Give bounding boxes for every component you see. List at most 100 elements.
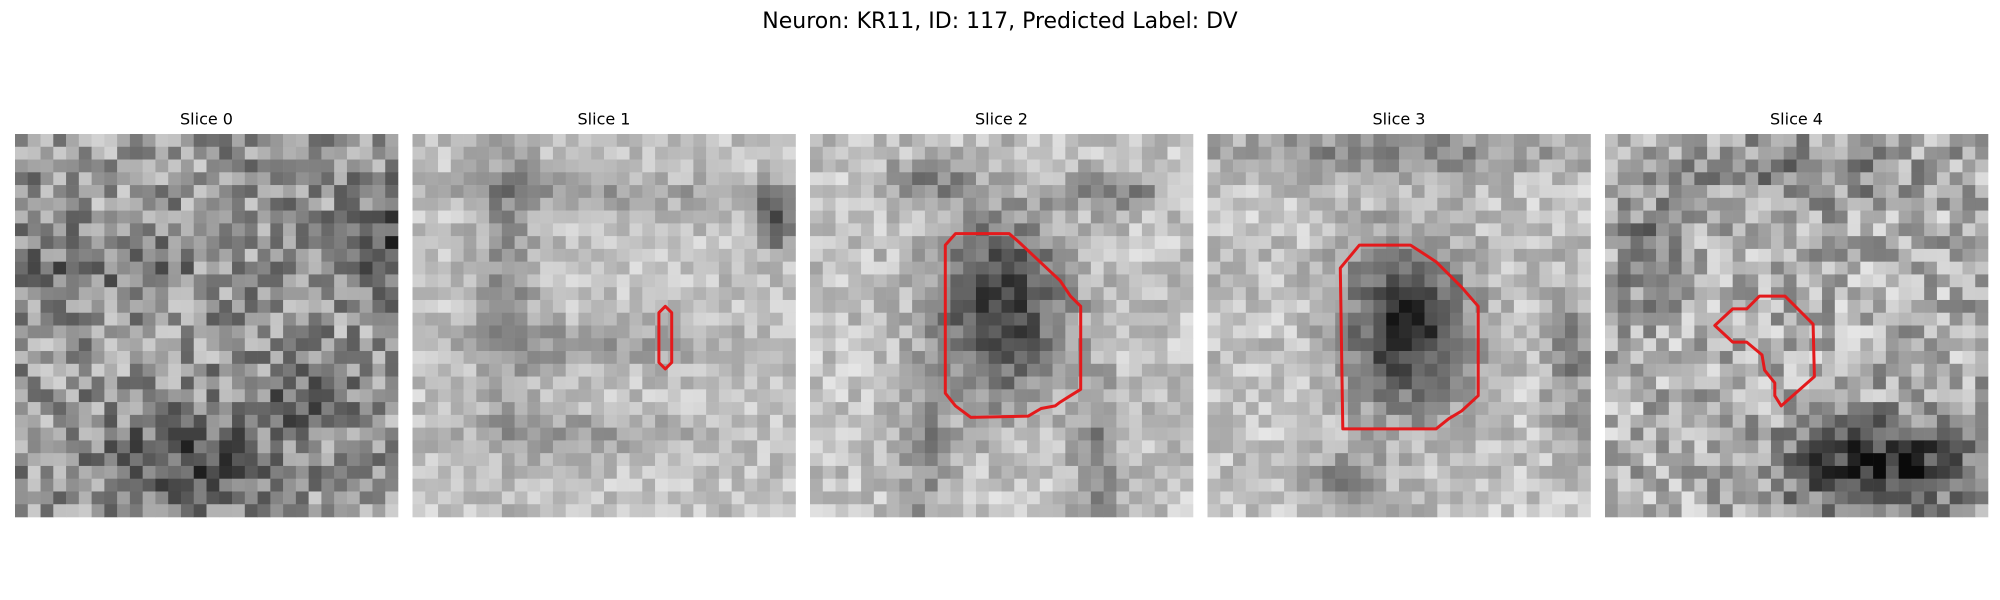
pixel — [616, 491, 630, 505]
pixel — [40, 414, 54, 428]
pixel — [1309, 210, 1323, 224]
pixel — [706, 351, 720, 365]
pixel — [1399, 376, 1413, 390]
pixel — [604, 210, 618, 224]
pixel — [438, 325, 452, 339]
pixel — [1962, 134, 1976, 148]
pixel — [385, 146, 399, 160]
pixel — [1360, 376, 1374, 390]
pixel — [438, 197, 452, 211]
pixel — [1360, 185, 1374, 199]
pixel — [527, 402, 541, 416]
pixel — [527, 325, 541, 339]
pixel — [244, 414, 258, 428]
pixel — [565, 248, 579, 262]
pixel — [1116, 389, 1130, 403]
pixel — [1681, 146, 1695, 160]
pixel — [1809, 453, 1823, 467]
pixel — [232, 338, 246, 352]
pixel — [757, 159, 771, 173]
pixel — [1758, 236, 1772, 250]
pixel — [1681, 261, 1695, 275]
pixel — [1668, 376, 1682, 390]
pixel — [27, 197, 41, 211]
pixel — [1462, 172, 1476, 186]
pixel — [1078, 134, 1092, 148]
pixel — [1758, 414, 1772, 428]
pixel — [1834, 427, 1848, 441]
pixel — [744, 363, 758, 377]
pixel — [1552, 504, 1566, 518]
pixel — [1065, 465, 1079, 479]
pixel — [1605, 185, 1619, 199]
pixel — [1462, 491, 1476, 505]
pixel — [912, 236, 926, 250]
pixel — [810, 491, 824, 505]
pixel — [1501, 453, 1515, 467]
pixel — [975, 197, 990, 211]
pixel — [1347, 248, 1361, 262]
pixel — [321, 223, 335, 237]
pixel — [1437, 210, 1451, 224]
pixel — [1322, 465, 1336, 479]
pixel — [1450, 453, 1464, 467]
pixel — [899, 504, 913, 518]
pixel — [15, 325, 29, 339]
pixel — [1309, 376, 1323, 390]
pixel — [270, 197, 284, 211]
pixel — [372, 223, 386, 237]
pixel — [1617, 491, 1631, 505]
pixel — [527, 312, 541, 326]
pixel — [912, 427, 926, 441]
pixel — [321, 172, 335, 186]
pixel — [1822, 453, 1836, 467]
pixel — [489, 440, 503, 454]
pixel — [1924, 210, 1938, 224]
pixel — [1462, 299, 1476, 314]
pixel — [489, 172, 503, 186]
pixel — [1373, 478, 1387, 492]
pixel — [975, 351, 990, 365]
pixel — [706, 453, 720, 467]
pixel — [1411, 440, 1425, 454]
pixel — [40, 274, 54, 288]
pixel — [950, 414, 964, 428]
pixel — [155, 504, 169, 518]
pixel — [1860, 325, 1874, 339]
pixel — [232, 478, 246, 492]
pixel — [295, 491, 309, 505]
pixel — [757, 223, 771, 237]
pixel — [257, 453, 271, 467]
pixel — [412, 248, 426, 262]
pixel — [578, 274, 592, 288]
pixel — [385, 491, 399, 505]
pixel — [1707, 491, 1721, 505]
pixel — [1911, 312, 1925, 326]
pixel — [540, 389, 554, 403]
pixel — [1885, 491, 1899, 505]
pixel — [425, 287, 439, 301]
pixel — [1564, 465, 1579, 479]
pixel — [629, 465, 643, 479]
pixel — [1399, 146, 1413, 160]
pixel — [1834, 236, 1848, 250]
pixel — [642, 236, 656, 250]
pixel — [744, 172, 758, 186]
pixel — [1643, 134, 1657, 148]
pixel — [232, 325, 246, 339]
pixel — [578, 210, 592, 224]
pixel — [1962, 478, 1976, 492]
pixel — [731, 146, 745, 160]
pixel — [578, 491, 592, 505]
pixel — [168, 248, 182, 262]
pixel — [1027, 363, 1041, 377]
pixel — [1605, 312, 1619, 326]
pixel — [1052, 248, 1066, 262]
pixel — [40, 338, 54, 352]
pixel — [1911, 287, 1925, 301]
pixel — [244, 504, 258, 518]
pixel — [15, 389, 29, 403]
pixel — [412, 236, 426, 250]
pixel — [924, 338, 938, 352]
pixel — [642, 172, 656, 186]
